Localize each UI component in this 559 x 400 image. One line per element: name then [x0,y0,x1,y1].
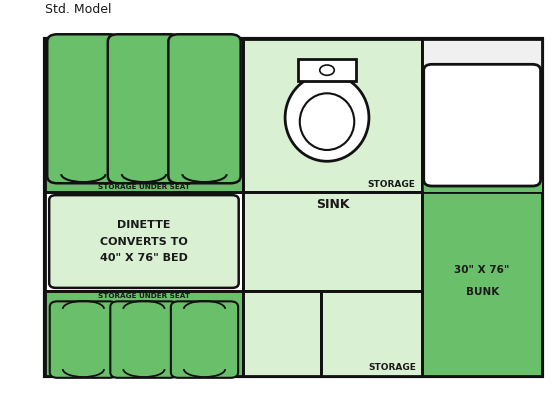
FancyBboxPatch shape [47,34,120,183]
FancyBboxPatch shape [424,64,541,186]
Bar [45,291,243,376]
Text: BUNK: BUNK [466,287,499,297]
FancyBboxPatch shape [110,301,178,378]
Text: 40" X 76" BED: 40" X 76" BED [100,253,188,263]
FancyBboxPatch shape [168,34,240,183]
Text: STORAGE UNDER SEAT: STORAGE UNDER SEAT [98,293,190,299]
Bar [243,291,321,376]
FancyBboxPatch shape [49,195,239,288]
Bar [243,40,422,192]
Bar [422,192,542,376]
Bar [45,40,243,192]
Bar [321,291,422,376]
Bar [297,59,357,81]
Text: CONVERTS TO: CONVERTS TO [100,236,188,246]
FancyBboxPatch shape [108,34,180,183]
Bar [422,40,542,192]
Text: STORAGE UNDER SEAT: STORAGE UNDER SEAT [98,184,190,190]
Ellipse shape [300,93,354,150]
Text: STORAGE: STORAGE [367,180,415,189]
Bar [45,192,243,291]
Circle shape [320,65,334,75]
FancyBboxPatch shape [171,301,238,378]
Ellipse shape [285,74,369,161]
Text: SINK: SINK [316,198,349,211]
Text: 30" X 76": 30" X 76" [454,265,510,275]
Bar [243,192,422,291]
Text: DINETTE: DINETTE [117,220,170,230]
Text: Std. Model: Std. Model [45,3,111,16]
Bar [422,180,542,192]
FancyBboxPatch shape [50,301,117,378]
Text: STORAGE: STORAGE [368,363,416,372]
Bar [45,40,542,376]
